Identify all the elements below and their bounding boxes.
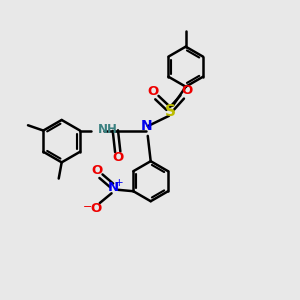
Text: O: O bbox=[91, 164, 103, 177]
Text: O: O bbox=[148, 85, 159, 98]
Text: O: O bbox=[90, 202, 101, 215]
Text: O: O bbox=[113, 151, 124, 164]
Text: S: S bbox=[165, 104, 176, 119]
Text: +: + bbox=[115, 178, 123, 188]
Text: O: O bbox=[181, 84, 192, 97]
Text: N: N bbox=[141, 119, 153, 134]
Text: −: − bbox=[83, 202, 92, 212]
Text: NH: NH bbox=[98, 123, 118, 136]
Text: N: N bbox=[108, 181, 119, 194]
